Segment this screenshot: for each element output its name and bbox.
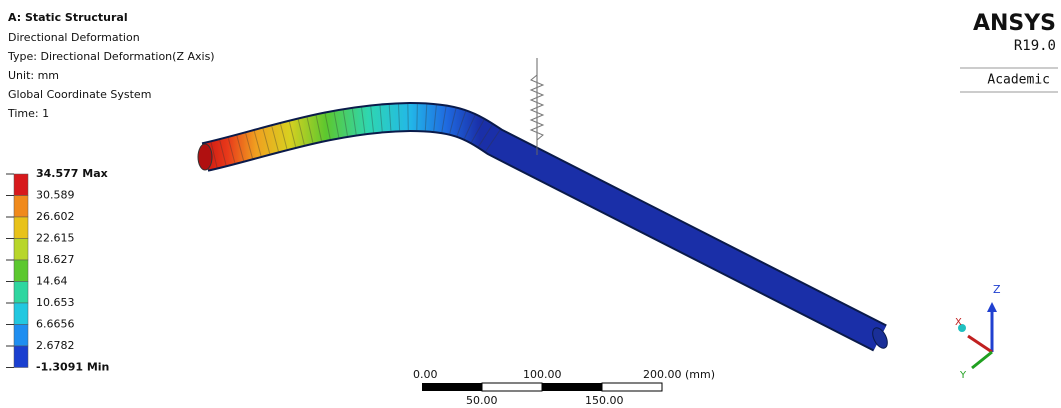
- legend-swatch: [14, 174, 28, 196]
- legend-swatch: [14, 325, 28, 347]
- pipe-end: [198, 144, 212, 170]
- scale-label: 200.00 (mm): [643, 368, 715, 381]
- legend-level: 34.577 Max: [36, 167, 108, 180]
- scale-segment: [422, 383, 482, 391]
- legend-swatch: [14, 217, 28, 239]
- legend-level: 18.627: [36, 253, 75, 266]
- legend: 34.577 Max 30.589 26.602 22.615 18.627 14.64 1…: [6, 167, 109, 374]
- header-line: Type: Directional Deformation(Z Axis): [7, 50, 215, 63]
- header-line: Unit: mm: [8, 69, 59, 82]
- y-label: Y: [959, 370, 967, 381]
- logo: ANSYS R19.0 Academic: [960, 11, 1058, 92]
- legend-level: -1.3091 Min: [36, 361, 109, 374]
- scale-label: 0.00: [413, 368, 438, 381]
- model: [198, 58, 890, 351]
- axis-triad: Z X Y: [955, 283, 1001, 381]
- header-line: Global Coordinate System: [8, 88, 151, 101]
- legend-level: 14.64: [36, 275, 68, 288]
- logo-version: R19.0: [1014, 38, 1056, 54]
- scale-label: 150.00: [585, 394, 624, 407]
- header-title: A: Static Structural: [8, 11, 128, 24]
- x-label: X: [955, 317, 962, 328]
- scale-segment: [542, 383, 602, 391]
- scale-label: 100.00: [523, 368, 562, 381]
- scale-label: 50.00: [466, 394, 498, 407]
- legend-swatch: [14, 260, 28, 282]
- legend-swatch: [14, 303, 28, 325]
- legend-level: 30.589: [36, 189, 75, 202]
- legend-level: 10.653: [36, 296, 75, 309]
- y-axis: [972, 352, 992, 368]
- logo-edition: Academic: [987, 73, 1050, 88]
- scale-bar: 0.00 100.00 200.00 (mm) 50.00 150.00: [413, 368, 715, 407]
- legend-swatch: [14, 346, 28, 368]
- header-line: Directional Deformation: [8, 31, 140, 44]
- legend-swatch: [14, 239, 28, 261]
- header: A: Static Structural Directional Deforma…: [7, 11, 215, 120]
- scale-segment: [482, 383, 542, 391]
- legend-swatch: [14, 196, 28, 218]
- z-arrow: [987, 302, 997, 312]
- scale-segment: [602, 383, 662, 391]
- z-label: Z: [993, 283, 1001, 296]
- legend-level: 6.6656: [36, 318, 75, 331]
- x-axis: [968, 336, 992, 352]
- legend-level: 22.615: [36, 232, 75, 245]
- viewport: A: Static Structural Directional Deforma…: [0, 0, 1061, 408]
- legend-level: 26.602: [36, 210, 75, 223]
- header-line: Time: 1: [7, 107, 49, 120]
- legend-swatch: [14, 282, 28, 304]
- logo-name: ANSYS: [973, 11, 1056, 36]
- legend-level: 2.6782: [36, 339, 75, 352]
- pipe-outline: [205, 117, 880, 338]
